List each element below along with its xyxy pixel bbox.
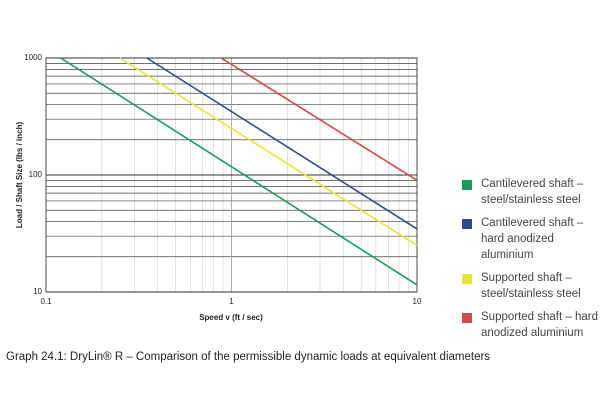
series-line: [60, 57, 418, 286]
legend-swatch: [462, 219, 472, 229]
legend-swatch: [462, 313, 472, 323]
y-tick-label: 100: [29, 170, 43, 179]
series-line: [119, 57, 418, 247]
x-tick-label: 1: [229, 297, 234, 306]
legend-label: Cantilevered shaft – hard anodized alumi…: [481, 217, 584, 261]
legend: Cantilevered shaft – steel/stainless ste…: [462, 176, 602, 348]
legend-swatch: [462, 180, 472, 190]
legend-label: Cantilevered shaft – steel/stainless ste…: [481, 178, 584, 206]
legend-swatch: [462, 274, 472, 284]
caption: Graph 24.1: DryLin® R – Comparison of th…: [6, 351, 491, 363]
y-axis-label: Load / Shaft Size (lbs / inch): [15, 122, 24, 229]
x-axis-label: Speed v (ft / sec): [199, 313, 263, 322]
legend-item: Supported shaft – hard anodized aluminiu…: [462, 309, 602, 341]
legend-label: Supported shaft – steel/stainless steel: [481, 272, 581, 300]
series-line: [146, 57, 418, 230]
plot-frame: [45, 57, 418, 293]
x-tick-label: 0.1: [40, 297, 52, 306]
legend-item: Cantilevered shaft – hard anodized alumi…: [462, 215, 602, 263]
x-tick-label: 10: [413, 297, 422, 306]
legend-item: Supported shaft – steel/stainless steel: [462, 270, 602, 302]
series-line: [220, 57, 418, 182]
legend-label: Supported shaft – hard anodized aluminiu…: [481, 311, 598, 339]
y-tick-label: 1000: [24, 53, 42, 62]
y-tick-label: 10: [33, 287, 42, 296]
legend-item: Cantilevered shaft – steel/stainless ste…: [462, 176, 602, 208]
